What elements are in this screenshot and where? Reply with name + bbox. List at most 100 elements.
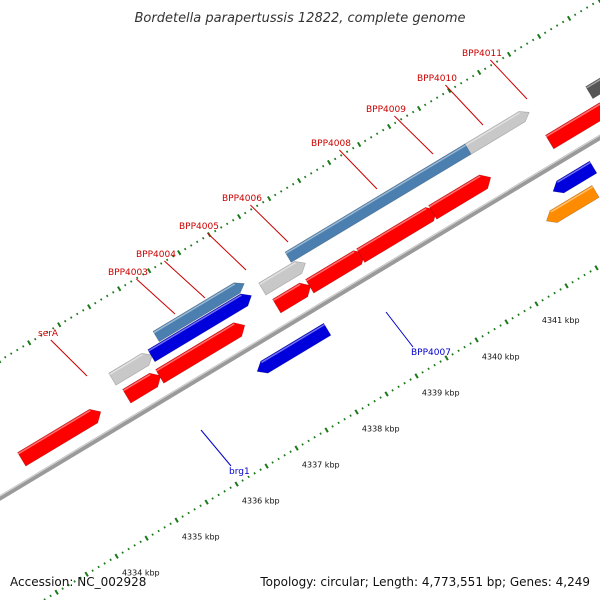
tick-track-outer: [0, 0, 600, 364]
tick-minor: [435, 96, 439, 99]
tick-minor: [193, 508, 196, 511]
tick-major: [237, 213, 242, 220]
gene-label-top: BPP4008: [311, 139, 351, 149]
tick-minor: [291, 182, 295, 186]
tick-major: [474, 337, 479, 343]
gene-label-top: BPP4009: [366, 105, 406, 115]
tick-minor: [135, 276, 139, 280]
tick-minor: [261, 200, 265, 204]
gene-arrow: [108, 353, 153, 386]
tick-major: [594, 265, 599, 271]
tick-minor: [423, 103, 427, 107]
backbone-highlight: [0, 134, 600, 497]
gene-highlight: [557, 161, 591, 183]
tick-major: [476, 69, 482, 76]
tick-minor: [459, 81, 463, 85]
tick-minor: [159, 262, 163, 265]
map-title: Bordetella parapertussis 12822, complete…: [135, 11, 466, 26]
tick-minor: [301, 443, 304, 446]
tick-minor: [165, 258, 169, 262]
tick-minor: [271, 461, 274, 464]
tick-major: [267, 195, 272, 202]
tick-minor: [451, 353, 454, 356]
tick-minor: [253, 472, 256, 475]
tick-minor: [199, 504, 202, 508]
scale-label: 4339 kbp: [422, 388, 460, 397]
tick-minor: [46, 330, 49, 334]
summary-text: Topology: circular; Length: 4,773,551 bp…: [259, 575, 590, 589]
tick-major: [204, 499, 209, 505]
gene-arrow: [256, 322, 332, 374]
tick-minor: [16, 348, 19, 352]
gene-highlight: [17, 409, 91, 455]
tick-minor: [43, 598, 46, 600]
gene-highlight: [305, 251, 355, 282]
tick-minor: [187, 511, 190, 515]
tick-major: [177, 250, 182, 256]
tick-minor: [249, 208, 253, 211]
gene-highlight: [272, 283, 301, 302]
tick-minor: [379, 396, 382, 399]
gene-highlight: [261, 323, 325, 364]
tick-minor: [421, 371, 424, 374]
tick-minor: [397, 385, 400, 389]
tick-minor: [343, 417, 346, 421]
tick-minor: [375, 132, 379, 135]
tick-minor: [94, 301, 97, 305]
tick-minor: [399, 118, 403, 121]
tick-minor: [349, 414, 352, 417]
tick-minor: [411, 110, 415, 114]
accession-text: Accession: NC_002928: [10, 575, 146, 589]
tick-minor: [201, 236, 205, 240]
tick-minor: [591, 2, 595, 6]
gene-highlight: [285, 144, 467, 255]
gene-label-top: BPP4010: [417, 74, 457, 84]
tick-major: [447, 87, 452, 94]
tick-minor: [129, 280, 133, 283]
tick-major: [174, 517, 179, 523]
tick-major: [414, 373, 419, 379]
tick-minor: [363, 139, 367, 143]
tick-major: [417, 105, 422, 112]
tick-minor: [112, 291, 115, 294]
tick-minor: [241, 479, 244, 482]
tick-minor: [529, 306, 532, 309]
tick-minor: [315, 168, 319, 172]
tick-major: [57, 322, 62, 328]
tick-minor: [91, 569, 94, 572]
tick-minor: [141, 273, 145, 276]
tick-minor: [463, 345, 466, 349]
tick-minor: [67, 583, 70, 587]
tick-major: [534, 301, 539, 307]
tick-minor: [523, 309, 526, 313]
tick-minor: [381, 128, 385, 132]
tick-minor: [289, 450, 292, 453]
tick-major: [294, 445, 299, 451]
scale-labels: 4334 kbp 4335 kbp 4336 kbp 4337 kbp 4338 kbp…: [122, 316, 580, 578]
tick-minor: [547, 295, 550, 298]
gene-leader-top: [394, 115, 434, 155]
tick-major: [54, 589, 59, 595]
tick-minor: [501, 56, 505, 60]
tick-minor: [10, 352, 13, 355]
tick-minor: [339, 154, 343, 157]
tick-major: [144, 535, 149, 541]
gene-features: [17, 77, 600, 467]
scale-label: 4335 kbp: [182, 533, 220, 542]
scale-label: 4334 kbp: [122, 569, 160, 578]
tick-major: [357, 141, 362, 148]
gene-label-top: BPP4011: [462, 49, 502, 59]
scale-label: 4341 kbp: [542, 316, 580, 325]
tick-major: [147, 268, 152, 274]
tick-minor: [52, 327, 55, 330]
tick-minor: [337, 421, 340, 425]
tick-minor: [139, 540, 142, 544]
gene-highlight: [259, 262, 296, 285]
gene-label-top: BPP4003: [108, 268, 148, 278]
tick-minor: [259, 468, 262, 471]
tick-minor: [453, 85, 457, 89]
tick-minor: [409, 378, 412, 381]
tick-minor: [571, 280, 574, 284]
tick-major: [117, 286, 122, 292]
tick-minor: [433, 363, 436, 367]
